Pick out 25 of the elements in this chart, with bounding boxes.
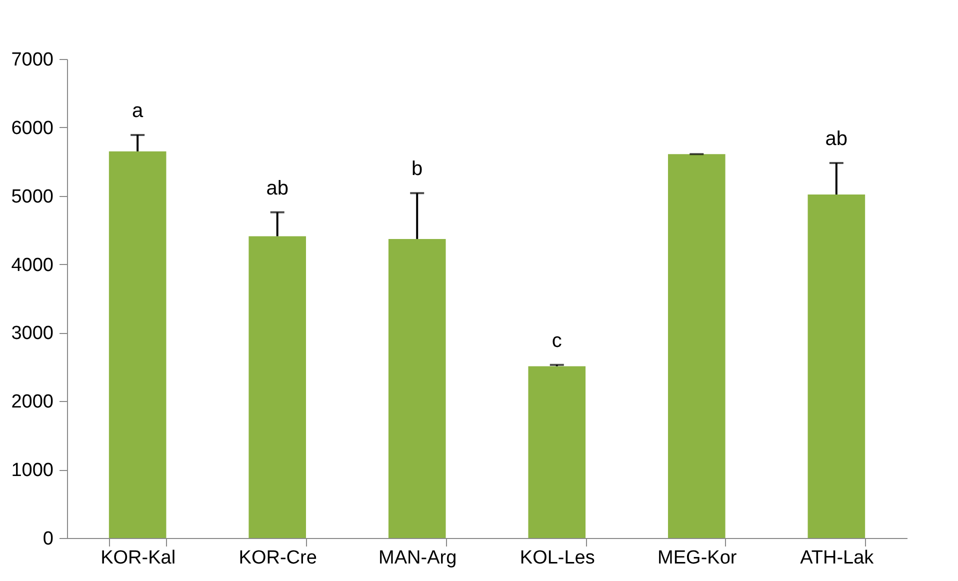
y-tick-label: 0	[42, 528, 54, 550]
bar	[248, 236, 306, 538]
y-tick-label: 4000	[11, 254, 54, 276]
x-tick-label: KOR-Kal	[100, 548, 176, 568]
data-label: ab	[266, 177, 288, 200]
x-tick-label: MAN-Arg	[378, 548, 457, 568]
x-tick-label: ATH-Lak	[800, 548, 874, 568]
x-tick-label: KOR-Cre	[238, 548, 317, 568]
data-label: c	[552, 330, 562, 352]
y-tick-label: 6000	[11, 118, 54, 139]
bar	[528, 366, 586, 538]
y-tick-label: 7000	[11, 50, 54, 70]
bar	[808, 194, 866, 538]
bar	[388, 238, 446, 538]
bar	[668, 154, 726, 538]
y-tick-label: 1000	[11, 460, 54, 482]
data-label: b	[412, 158, 423, 180]
data-label: ab	[825, 128, 848, 150]
bar	[108, 151, 166, 538]
y-tick-label: 2000	[11, 392, 54, 413]
x-tick-label: MEG-Kor	[658, 548, 738, 568]
y-tick-label: 5000	[11, 186, 54, 208]
x-tick-label: KOL-Les	[520, 548, 595, 568]
y-tick-label: 3000	[11, 323, 54, 344]
data-label: a	[132, 100, 144, 122]
